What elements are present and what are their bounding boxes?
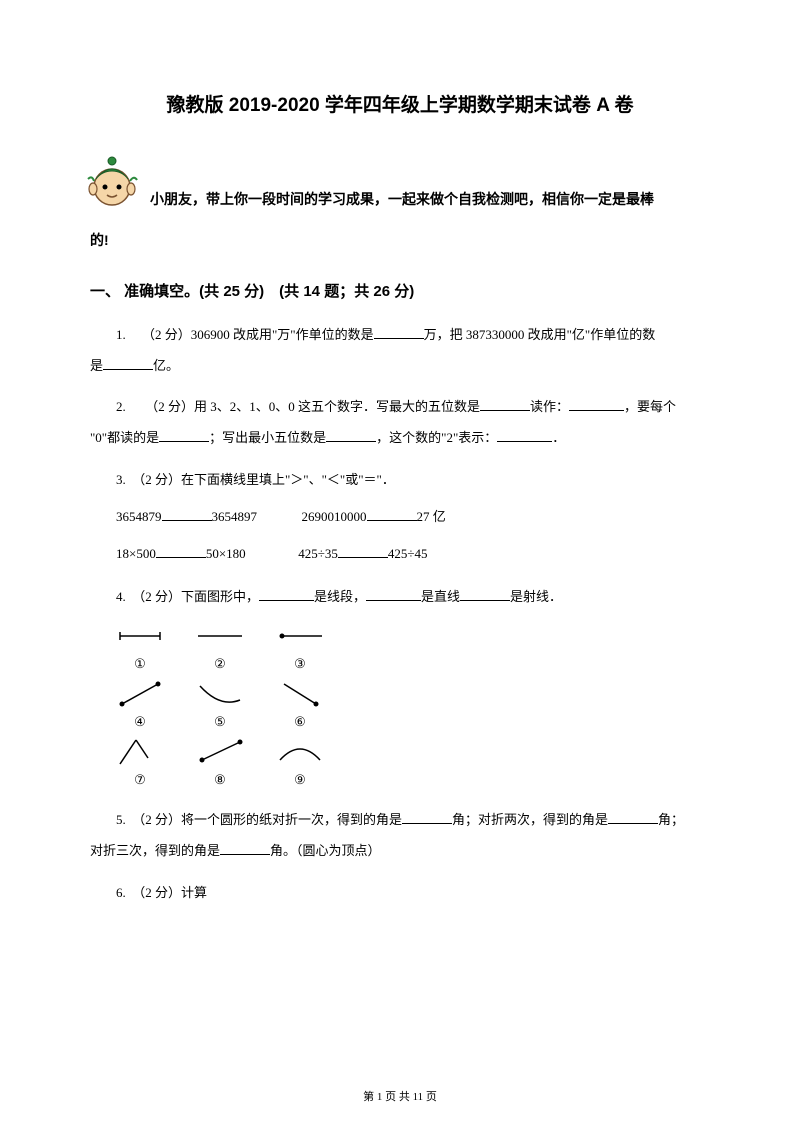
q2-part-d: "0"都读的是 bbox=[90, 422, 159, 453]
fig-8: ⑧ bbox=[196, 738, 244, 788]
fig-label: ⑧ bbox=[214, 772, 226, 788]
q3-1c: 2690010000 bbox=[302, 509, 367, 524]
q1-part-c: 是 bbox=[90, 350, 103, 381]
ray-icon bbox=[276, 622, 324, 650]
intro-row: 小朋友，带上你一段时间的学习成果，一起来做个自我检测吧，相信你一定是最棒 bbox=[90, 147, 710, 217]
line-diag-icon bbox=[116, 738, 164, 766]
fig-1: ① bbox=[116, 622, 164, 672]
blank bbox=[480, 398, 530, 411]
fig-label: ⑦ bbox=[134, 772, 146, 788]
section-1-header: 一、 准确填空。(共 25 分) (共 14 题；共 26 分) bbox=[90, 280, 710, 301]
q3-row-2: 18×500 50×180 425÷35 425÷45 bbox=[90, 538, 710, 569]
fig-label: ④ bbox=[134, 714, 146, 730]
fig-label: ⑥ bbox=[294, 714, 306, 730]
blank bbox=[326, 429, 376, 442]
figure-row-3: ⑦ ⑧ ⑨ bbox=[116, 738, 710, 788]
blank bbox=[156, 545, 206, 558]
blank bbox=[374, 326, 424, 339]
fig-label: ⑤ bbox=[214, 714, 226, 730]
fig-4: ④ bbox=[116, 680, 164, 730]
blank bbox=[366, 588, 421, 601]
q2-part-f: ，这个数的"2"表示： bbox=[376, 430, 497, 445]
q1-part-a: 1. （2 分）306900 改成用"万"作单位的数是 bbox=[116, 327, 374, 342]
fig-label: ⑨ bbox=[294, 772, 306, 788]
line-icon bbox=[196, 622, 244, 650]
q4-b: 是线段， bbox=[314, 589, 366, 604]
blank bbox=[367, 508, 417, 521]
question-3: 3. （2 分）在下面横线里填上"＞"、"＜"或"＝"． bbox=[90, 464, 710, 495]
q4-c: 是直线 bbox=[421, 589, 460, 604]
ray-diag-icon bbox=[276, 680, 324, 708]
q3-2b: 50×180 bbox=[206, 546, 246, 561]
q5-d: 对折三次，得到的角是 bbox=[90, 835, 220, 866]
q2-part-c: ，要每个 bbox=[624, 399, 676, 414]
figure-row-1: ① ② ③ bbox=[116, 622, 710, 672]
blank bbox=[402, 811, 452, 824]
question-5: 5. （2 分）将一个圆形的纸对折一次，得到的角是角；对折两次，得到的角是角； … bbox=[90, 804, 710, 866]
fig-7: ⑦ bbox=[116, 738, 164, 788]
blank bbox=[460, 588, 510, 601]
page-footer: 第 1 页 共 11 页 bbox=[0, 1088, 800, 1104]
exam-title: 豫教版 2019-2020 学年四年级上学期数学期末试卷 A 卷 bbox=[90, 90, 710, 117]
q5-c: 角； bbox=[658, 812, 684, 827]
q3-2d: 425÷45 bbox=[388, 546, 428, 561]
fig-6: ⑥ bbox=[276, 680, 324, 730]
fig-label: ③ bbox=[294, 656, 306, 672]
q4-d: 是射线． bbox=[510, 589, 562, 604]
fig-9: ⑨ bbox=[276, 738, 324, 788]
mascot-icon bbox=[82, 147, 142, 217]
q3-2c: 425÷35 bbox=[298, 546, 338, 561]
curve-icon bbox=[276, 738, 324, 766]
fig-5: ⑤ bbox=[196, 680, 244, 730]
blank bbox=[103, 357, 153, 370]
segment-diag-icon bbox=[116, 680, 164, 708]
q4-a: 4. （2 分）下面图形中， bbox=[116, 589, 259, 604]
q2-part-g: ． bbox=[552, 430, 565, 445]
q1-part-d: 亿。 bbox=[153, 358, 179, 373]
blank bbox=[162, 508, 212, 521]
intro-text-line1: 小朋友，带上你一段时间的学习成果，一起来做个自我检测吧，相信你一定是最棒 bbox=[150, 184, 654, 217]
blank bbox=[569, 398, 624, 411]
blank bbox=[259, 588, 314, 601]
arc-icon bbox=[196, 680, 244, 708]
segment-icon bbox=[116, 622, 164, 650]
q2-part-e: ；写出最小五位数是 bbox=[209, 430, 326, 445]
q5-a: 5. （2 分）将一个圆形的纸对折一次，得到的角是 bbox=[116, 812, 402, 827]
blank bbox=[608, 811, 658, 824]
blank bbox=[159, 429, 209, 442]
q1-part-b: 万，把 387330000 改成用"亿"作单位的数 bbox=[424, 327, 656, 342]
blank bbox=[497, 429, 552, 442]
q2-part-b: 读作： bbox=[530, 399, 569, 414]
q3-1b: 3654897 bbox=[212, 509, 258, 524]
blank bbox=[338, 545, 388, 558]
fig-label: ① bbox=[134, 656, 146, 672]
fig-label: ② bbox=[214, 656, 226, 672]
q3-1a: 3654879 bbox=[116, 509, 162, 524]
figure-row-2: ④ ⑤ ⑥ bbox=[116, 680, 710, 730]
blank bbox=[220, 842, 270, 855]
q3-row-1: 3654879 3654897 2690010000 27 亿 bbox=[90, 501, 710, 532]
q5-b: 角；对折两次，得到的角是 bbox=[452, 812, 608, 827]
q3-2a: 18×500 bbox=[116, 546, 156, 561]
q5-e: 角。（圆心为顶点） bbox=[270, 843, 381, 858]
question-6: 6. （2 分）计算 bbox=[90, 877, 710, 908]
question-2: 2. （2 分）用 3、2、1、0、0 这五个数字．写最大的五位数是 读作： ，要每… bbox=[90, 391, 710, 453]
question-1: 1. （2 分）306900 改成用"万"作单位的数是 万，把 387330000… bbox=[90, 319, 710, 381]
fig-3: ③ bbox=[276, 622, 324, 672]
fig-2: ② bbox=[196, 622, 244, 672]
ray-up-icon bbox=[196, 738, 244, 766]
q2-part-a: 2. （2 分）用 3、2、1、0、0 这五个数字．写最大的五位数是 bbox=[116, 399, 480, 414]
intro-text-line2: 的! bbox=[90, 225, 710, 256]
q3-1d: 27 亿 bbox=[417, 509, 446, 524]
question-4: 4. （2 分）下面图形中， 是线段， 是直线 是射线． bbox=[90, 581, 710, 612]
